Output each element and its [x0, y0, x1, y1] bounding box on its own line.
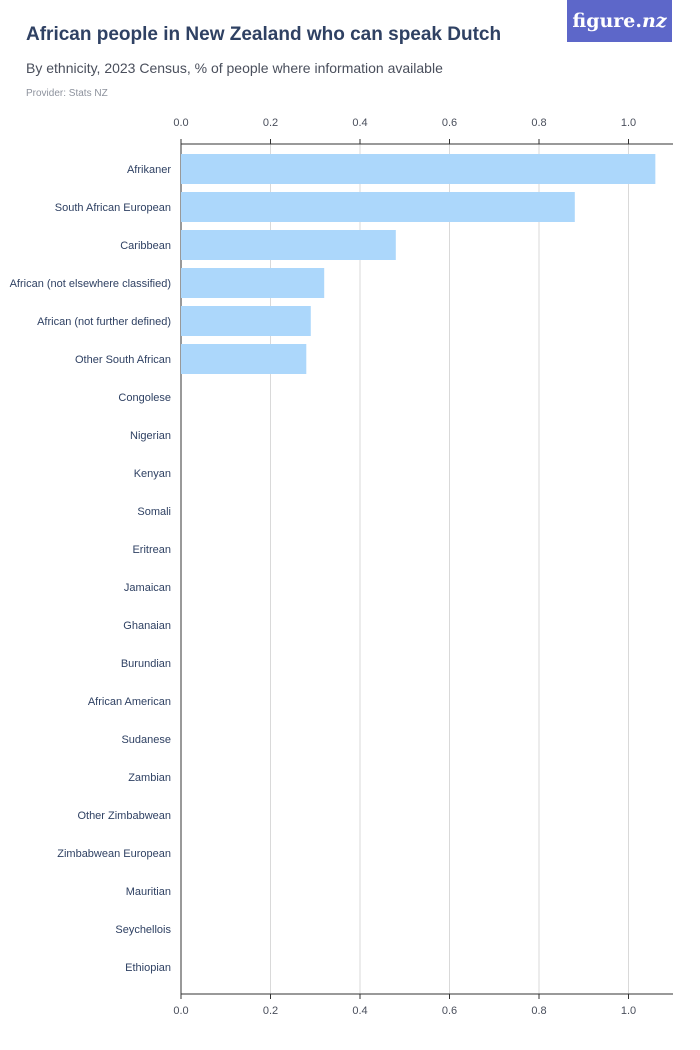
x-tick-label-bottom: 1.0: [621, 1005, 636, 1017]
x-tick-label-top: 0.8: [531, 117, 546, 129]
bar: [181, 192, 575, 222]
category-label: Nigerian: [130, 430, 171, 442]
category-label: South African European: [55, 202, 171, 214]
x-tick-label-bottom: 0.2: [263, 1005, 278, 1017]
category-label: Other South African: [75, 354, 171, 366]
logo-text: figure.: [572, 10, 643, 32]
provider-note: Provider: Stats NZ: [26, 88, 108, 99]
category-label: African (not elsewhere classified): [10, 278, 171, 290]
bar: [181, 230, 396, 260]
category-label: Burundian: [121, 658, 171, 670]
x-tick-label-top: 1.0: [621, 117, 636, 129]
category-label: Ethiopian: [125, 962, 171, 974]
category-label: Caribbean: [120, 240, 171, 252]
category-label: Afrikaner: [127, 164, 171, 176]
category-label: African (not further defined): [37, 316, 171, 328]
category-label: Kenyan: [134, 468, 171, 480]
figure-nz-logo[interactable]: figure. nz: [567, 0, 672, 42]
x-tick-label-top: 0.4: [352, 117, 367, 129]
chart-subtitle: By ethnicity, 2023 Census, % of people w…: [26, 60, 443, 76]
x-tick-label-top: 0.0: [173, 117, 188, 129]
category-label: Jamaican: [124, 582, 171, 594]
logo-accent: nz: [642, 10, 667, 32]
x-tick-label-bottom: 0.6: [442, 1005, 457, 1017]
chart-title: African people in New Zealand who can sp…: [26, 24, 502, 45]
category-label: African American: [88, 696, 171, 708]
category-label: Zimbabwean European: [57, 848, 171, 860]
bar: [181, 344, 307, 374]
x-tick-label-top: 0.6: [442, 117, 457, 129]
x-tick-label-bottom: 0.4: [352, 1005, 367, 1017]
category-label: Mauritian: [126, 886, 171, 898]
category-label: Sudanese: [121, 734, 171, 746]
x-tick-label-bottom: 0.0: [173, 1005, 188, 1017]
bar: [181, 306, 311, 336]
bar: [181, 268, 325, 298]
category-label: Zambian: [128, 772, 171, 784]
bar: [181, 154, 656, 184]
x-tick-label-top: 0.2: [263, 117, 278, 129]
category-label: Eritrean: [132, 544, 171, 556]
category-label: Other Zimbabwean: [77, 810, 171, 822]
category-label: Ghanaian: [123, 620, 171, 632]
category-label: Seychellois: [115, 924, 171, 936]
x-tick-label-bottom: 0.8: [531, 1005, 546, 1017]
category-label: Somali: [137, 506, 171, 518]
category-label: Congolese: [118, 392, 171, 404]
